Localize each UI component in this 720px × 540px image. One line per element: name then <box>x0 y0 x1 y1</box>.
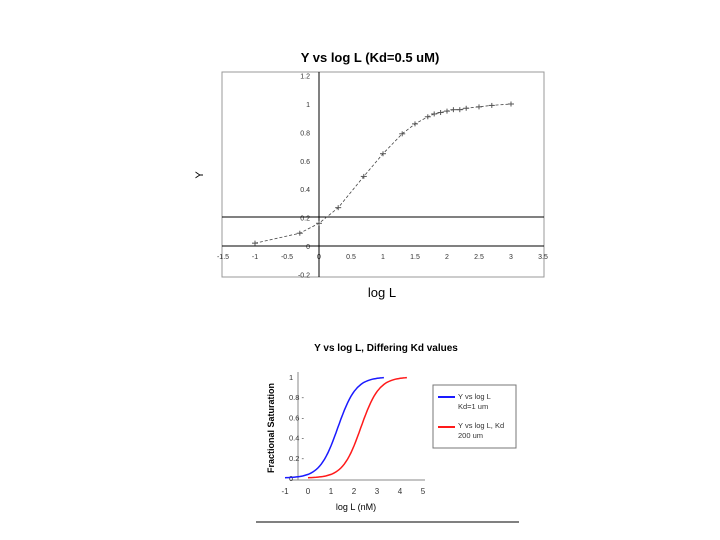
top-data-point <box>463 105 470 111</box>
top-data-point <box>488 102 495 108</box>
bottom-series-red <box>307 376 407 479</box>
top-y-tick-label: 0 <box>306 244 310 251</box>
top-x-tick-label: -0.5 <box>281 254 293 261</box>
top-data-point <box>360 173 367 179</box>
top-y-tick-label: 0.2 <box>300 216 310 223</box>
top-chart-title: Y vs log L (Kd=0.5 uM) <box>301 50 440 65</box>
bottom-x-tick-label: 3 <box>375 487 380 496</box>
top-data-point <box>437 110 444 116</box>
top-data-point <box>296 230 303 236</box>
top-fit-curve <box>254 103 512 244</box>
bottom-x-tick-label: 1 <box>329 487 334 496</box>
top-y-tick-label: 0.8 <box>300 130 310 137</box>
top-chart: Y vs log L (Kd=0.5 uM) -1.5 -1 -0.5 0 0.5 1 1.… <box>194 50 548 300</box>
top-y-tick-label: 1 <box>306 102 310 109</box>
top-x-tick-label: 2 <box>445 254 449 261</box>
top-x-label: log L <box>368 285 396 300</box>
top-x-tick-label: -1 <box>252 254 258 261</box>
bottom-x-tick-label: -1 <box>281 487 289 496</box>
bottom-y-tick-label: 0.6 - <box>289 413 305 422</box>
top-data-point <box>380 151 386 157</box>
top-data-point <box>476 104 482 110</box>
bottom-y-tick-label: 0.8 - <box>289 393 305 402</box>
top-data-points <box>252 101 514 246</box>
top-y-tick-label: -0.2 <box>298 272 310 279</box>
bottom-x-tick-label: 4 <box>398 487 403 496</box>
top-x-tick-label: 3.5 <box>538 254 548 261</box>
top-x-tick-label: 2.5 <box>474 254 484 261</box>
bottom-y-tick-label: 1 <box>289 373 293 382</box>
top-data-point <box>424 114 431 120</box>
top-data-point <box>444 108 450 114</box>
bottom-x-tick-label: 5 <box>421 487 426 496</box>
bottom-ticks: -1 0 1 2 3 4 500.2 -0.4 -0.6 -0.8 -1 <box>281 373 425 496</box>
top-data-point <box>316 220 322 226</box>
top-y-tick-label: 0.4 <box>300 187 310 194</box>
legend-label-blue: Y vs log L Kd=1 um <box>458 392 491 411</box>
top-data-point <box>335 205 342 211</box>
bottom-y-tick-label: 0.4 - <box>289 434 305 443</box>
top-plot-frame <box>221 71 545 278</box>
bottom-chart-title: Y vs log L, Differing Kd values <box>314 343 458 354</box>
top-y-tick-label: 0.6 <box>300 159 310 166</box>
top-data-point <box>508 101 514 107</box>
top-x-tick-label: 3 <box>509 254 513 261</box>
top-data-point <box>412 121 418 127</box>
top-ticks: -1.5-1-0.500.511.522.533.5-0.200.20.40.6… <box>217 74 548 280</box>
top-x-tick-label: 1 <box>381 254 385 261</box>
top-data-point <box>431 111 438 117</box>
bottom-x-label: log L (nM) <box>336 502 376 512</box>
bottom-legend <box>432 384 517 449</box>
bottom-chart: Y vs log L, Differing Kd values -1 0 1 2 3 4 5… <box>266 343 517 512</box>
bottom-y-tick-label: 0.2 - <box>289 454 305 463</box>
top-data-point <box>399 131 406 137</box>
top-data-point <box>252 240 258 246</box>
legend-label-red: Y vs log L, Kd 200 um <box>458 421 504 440</box>
bottom-x-tick-label: 2 <box>352 487 357 496</box>
top-data-point <box>450 107 457 113</box>
top-y-tick-label: 1.2 <box>300 74 310 81</box>
bottom-y-tick-label: 0 <box>289 474 293 483</box>
bottom-y-label: Fractional Saturation <box>266 383 276 473</box>
top-x-tick-label: 1.5 <box>410 254 420 261</box>
top-data-point <box>456 107 463 113</box>
bottom-x-tick-label: 0 <box>306 487 311 496</box>
bottom-series-blue <box>284 376 384 479</box>
top-x-tick-label: 0.5 <box>346 254 356 261</box>
top-x-tick-label: -1.5 <box>217 254 229 261</box>
top-y-label: Y <box>194 171 206 179</box>
